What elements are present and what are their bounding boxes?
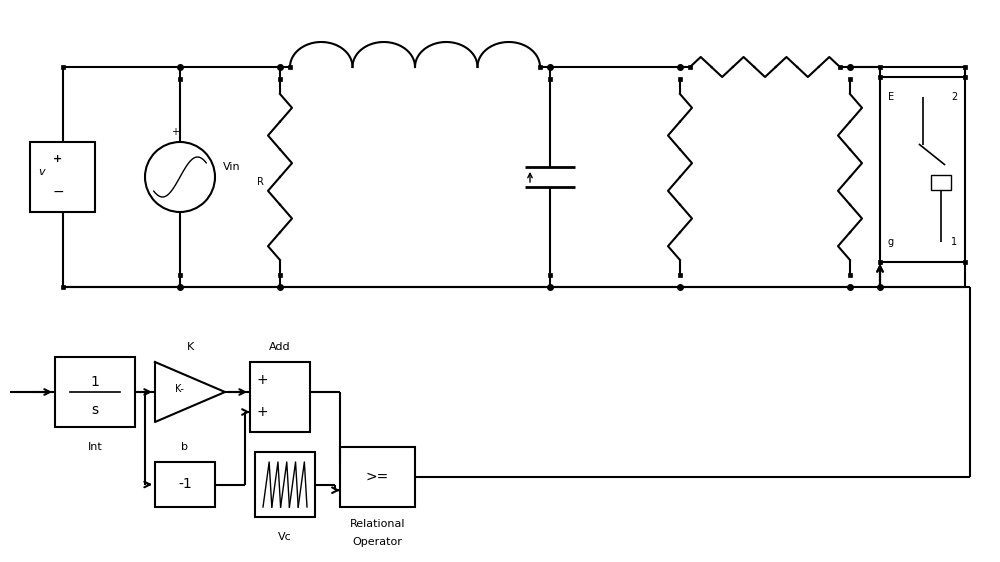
Bar bbox=[930, 174, 950, 189]
Bar bbox=[30, 142, 95, 212]
Text: Relational: Relational bbox=[350, 519, 405, 529]
Text: b: b bbox=[182, 442, 188, 452]
Text: 1: 1 bbox=[951, 237, 957, 247]
Text: 2: 2 bbox=[951, 92, 957, 102]
Text: s: s bbox=[91, 402, 99, 416]
Text: >=: >= bbox=[366, 470, 389, 484]
Text: K: K bbox=[186, 342, 194, 352]
Text: Int: Int bbox=[88, 442, 102, 452]
Bar bbox=[155, 462, 215, 507]
Text: +: + bbox=[256, 373, 268, 387]
Text: Operator: Operator bbox=[353, 537, 402, 547]
Text: 1: 1 bbox=[91, 374, 99, 388]
Text: R: R bbox=[257, 177, 264, 187]
Text: g: g bbox=[888, 237, 894, 247]
Text: K-: K- bbox=[175, 384, 184, 394]
Text: Add: Add bbox=[269, 342, 291, 352]
Text: +: + bbox=[256, 405, 268, 419]
Text: +: + bbox=[53, 154, 63, 164]
Bar bbox=[250, 362, 310, 432]
Text: −: − bbox=[52, 185, 64, 199]
Text: E: E bbox=[888, 92, 894, 102]
Text: v: v bbox=[39, 167, 45, 177]
Text: +: + bbox=[171, 127, 179, 137]
Bar bbox=[255, 452, 315, 517]
Text: Vc: Vc bbox=[278, 532, 292, 542]
Bar bbox=[55, 357, 135, 427]
Text: Vin: Vin bbox=[223, 162, 241, 172]
Bar bbox=[880, 77, 965, 262]
Text: -1: -1 bbox=[178, 478, 192, 492]
Bar bbox=[340, 447, 415, 507]
